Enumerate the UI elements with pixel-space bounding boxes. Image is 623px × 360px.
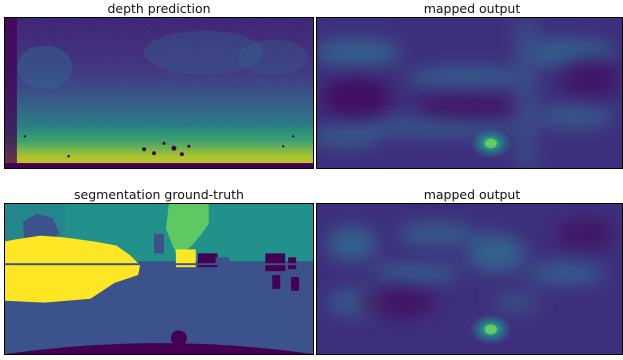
segmentation-image	[5, 204, 313, 354]
depth-prediction-title: depth prediction	[107, 1, 211, 16]
segmentation-ground-truth-title: segmentation ground-truth	[74, 187, 244, 202]
mapped-output-panel-top	[316, 17, 623, 169]
mapped-output-title-bottom: mapped output	[423, 187, 521, 202]
segmentation-ground-truth-panel	[4, 203, 314, 355]
depth-prediction-panel	[4, 17, 314, 169]
mapped-output-image-bottom	[317, 204, 622, 354]
mapped-output-title-top: mapped output	[423, 1, 521, 16]
mapped-output-panel-bottom	[316, 203, 623, 355]
mapped-output-image-top	[317, 18, 622, 168]
depth-prediction-image	[5, 18, 313, 168]
